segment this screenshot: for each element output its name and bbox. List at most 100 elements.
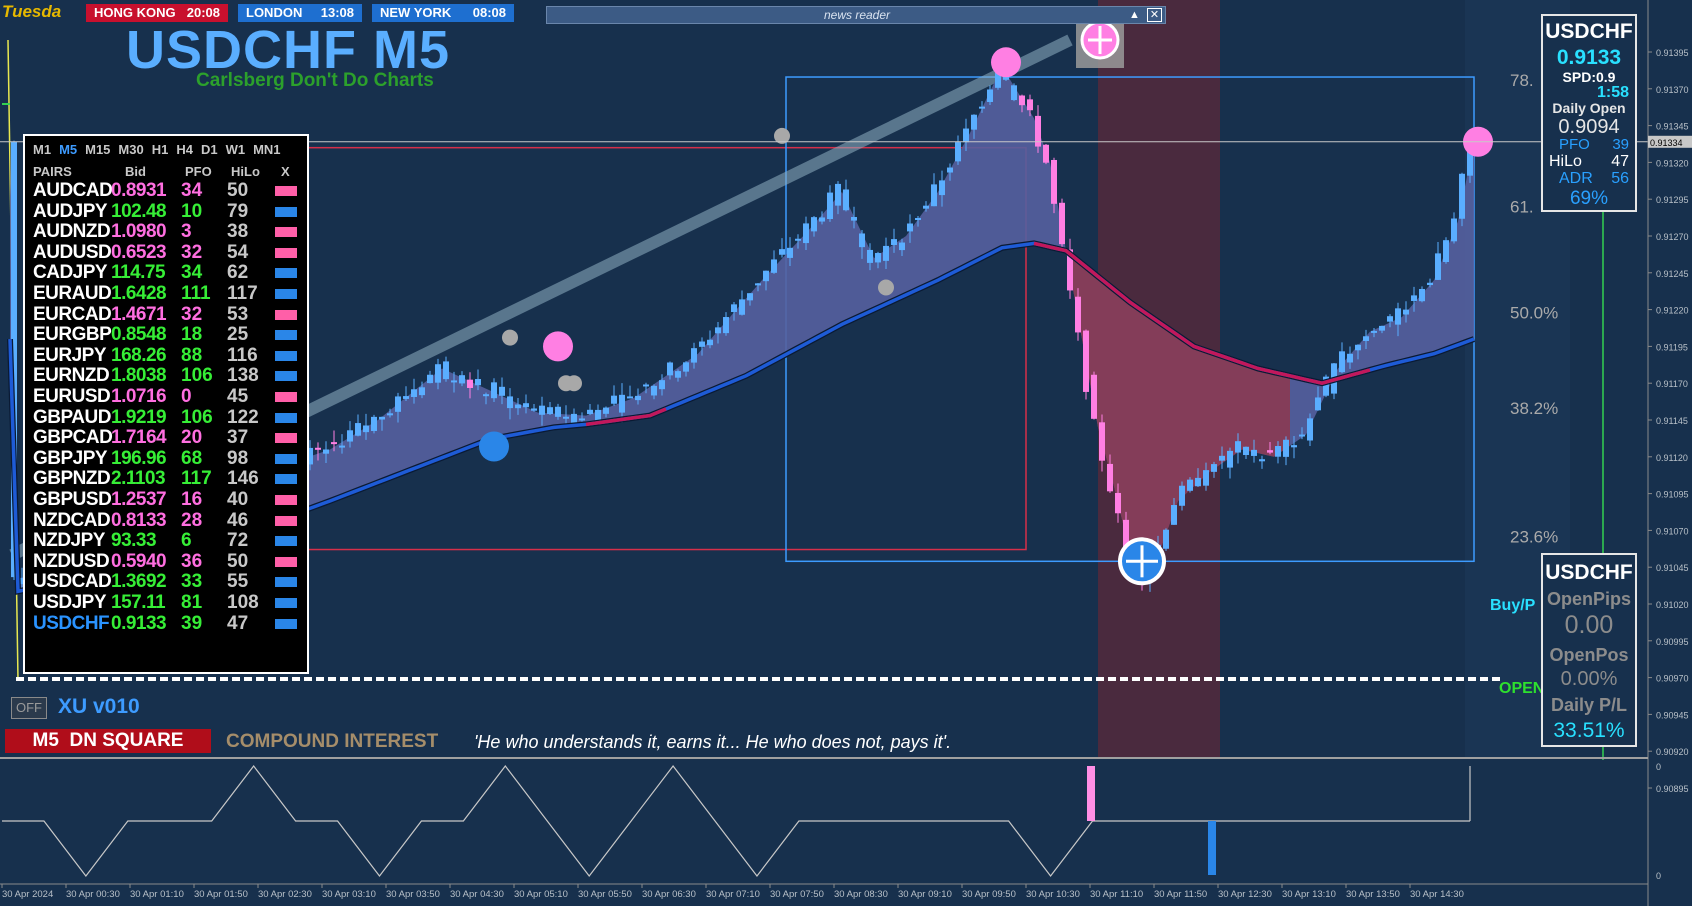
candle [1059,198,1065,252]
adr-value: 56 [1611,170,1629,187]
direction-swatch[interactable] [275,412,297,423]
pair-pfo: 16 [181,489,203,510]
pair-row-cadjpy[interactable]: CADJPY 114.75 34 62 [25,262,307,284]
candle [803,216,809,251]
pair-bid: 0.9133 [111,612,167,634]
direction-swatch[interactable] [275,392,297,402]
pair-row-gbpjpy[interactable]: GBPJPY 196.96 68 98 [25,448,307,470]
pair-row-nzdcad[interactable]: NZDCAD 0.8133 28 46 [25,510,307,532]
timeframe-m1[interactable]: M1 [33,142,52,157]
direction-swatch[interactable] [275,453,297,464]
direction-swatch[interactable] [275,247,297,258]
pair-row-eurcad[interactable]: EURCAD 1.4671 32 53 [25,304,307,326]
collapse-icon[interactable]: ▲ [1129,9,1140,21]
pair-row-gbpnzd[interactable]: GBPNZD 2.1103 117 146 [25,468,307,490]
direction-swatch[interactable] [275,556,297,567]
x-tick-label: 30 Apr 2024 [2,889,53,900]
candle [1219,446,1225,469]
pair-pfo: 106 [181,365,213,387]
direction-swatch[interactable] [275,474,297,485]
candle [507,388,513,420]
candle [651,384,657,400]
timeframe-d1[interactable]: D1 [200,142,218,157]
candle [827,185,833,222]
direction-swatch[interactable] [275,227,297,238]
direction-swatch[interactable] [275,289,297,299]
direction-swatch[interactable] [275,577,297,588]
timeframe-m5[interactable]: M5 [59,142,78,157]
direction-swatch[interactable] [275,186,297,196]
x-tick-label: 30 Apr 00:30 [66,889,120,900]
pair-row-audnzd[interactable]: AUDNZD 1.0980 3 38 [25,221,307,243]
candle [1099,414,1105,472]
pair-row-usdcad[interactable]: USDCAD 1.3692 33 55 [25,571,307,593]
y-tick-label: 0.91320 [1656,158,1689,168]
candle-body [595,409,601,422]
candle [491,378,497,402]
pair-row-audusd[interactable]: AUDUSD 0.6523 32 54 [25,242,307,264]
pair-pfo: 34 [181,262,203,284]
spread-value: SPD:0.9 [1562,69,1616,85]
pair-pfo: 10 [181,200,203,222]
direction-swatch[interactable] [275,515,297,526]
timeframe-w1[interactable]: W1 [225,142,246,157]
direction-swatch[interactable] [275,206,297,217]
timeframe-h1[interactable]: H1 [151,142,169,157]
candle-body [491,382,497,399]
pair-hilo: 54 [227,241,249,263]
direction-swatch[interactable] [275,309,297,320]
pair-row-nzdusd[interactable]: NZDUSD 0.5940 36 50 [25,551,307,573]
off-toggle-button[interactable]: OFF [11,697,47,719]
candle [923,201,929,212]
timeframe-mn1[interactable]: MN1 [253,142,281,157]
candle [947,163,953,181]
news-reader-bar[interactable]: news reader ▲ ✕ [546,6,1166,24]
candle-body [395,396,401,412]
candle [659,374,665,396]
xu-version-label: XU v010 [58,695,140,718]
candle-body [1091,374,1097,419]
pair-row-usdchf[interactable]: USDCHF 0.9133 39 47 [25,613,307,635]
candle [635,388,641,405]
pair-row-eurnzd[interactable]: EURNZD 1.8038 106 138 [25,365,307,387]
direction-swatch[interactable] [275,371,297,382]
direction-swatch[interactable] [275,536,297,547]
candle-body [931,184,937,207]
pair-row-usdjpy[interactable]: USDJPY 157.11 81 108 [25,592,307,614]
direction-swatch[interactable] [275,268,297,279]
pair-row-gbpaud[interactable]: GBPAUD 1.9219 106 122 [25,407,307,429]
timeframe-h4[interactable]: H4 [176,142,193,157]
candle-body [843,189,849,211]
timeframe-selector[interactable]: M1 M5 M15 M30 H1 H4 D1 W1 MN1 [33,142,289,157]
pair-row-audjpy[interactable]: AUDJPY 102.48 10 79 [25,201,307,223]
candle [755,282,761,292]
candle [867,243,873,271]
close-icon[interactable]: ✕ [1147,8,1162,22]
candle [1171,498,1177,525]
timeframe-m30[interactable]: M30 [118,142,144,157]
y-tick-label: 0.91170 [1656,379,1688,389]
direction-swatch[interactable] [275,350,297,361]
pair-row-eurjpy[interactable]: EURJPY 168.26 88 116 [25,345,307,367]
pair-pfo: 117 [181,468,212,490]
candle-body [1275,446,1281,457]
pair-row-nzdjpy[interactable]: NZDJPY 93.33 6 72 [25,530,307,552]
direction-swatch[interactable] [275,433,297,444]
pair-row-eurgbp[interactable]: EURGBP 0.8548 18 25 [25,324,307,346]
candle [707,330,713,349]
pair-row-eurusd[interactable]: EURUSD 1.0716 0 45 [25,386,307,408]
direction-swatch[interactable] [275,618,297,629]
direction-swatch[interactable] [275,495,297,505]
timeframe-m15[interactable]: M15 [85,142,111,157]
candle [699,337,705,356]
pair-row-gbpusd[interactable]: GBPUSD 1.2537 16 40 [25,489,307,511]
candle-body [683,362,689,372]
direction-swatch[interactable] [275,598,297,608]
candle [747,293,753,306]
direction-swatch[interactable] [275,330,297,341]
pair-row-euraud[interactable]: EURAUD 1.6428 111 117 [25,283,307,305]
pair-row-gbpcad[interactable]: GBPCAD 1.7164 20 37 [25,427,307,449]
candle [1067,238,1073,299]
y-tick-label: 0.91295 [1656,195,1689,205]
pair-row-audcad[interactable]: AUDCAD 0.8931 34 50 [25,180,307,202]
